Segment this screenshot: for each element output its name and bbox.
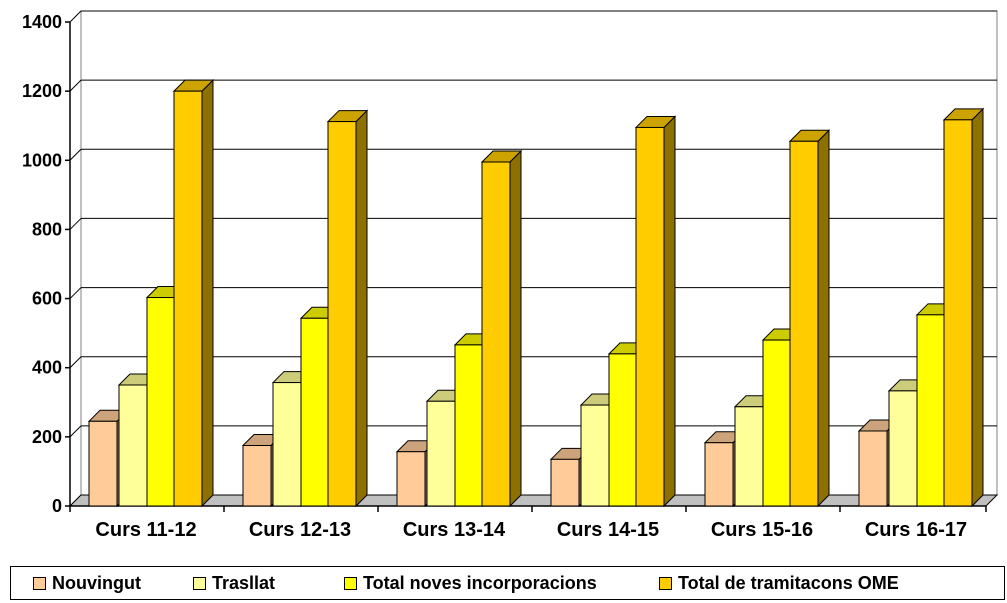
bar-front [888,390,918,507]
bar-front [481,161,511,507]
legend-label: Nouvingut [52,573,141,593]
bar [942,107,985,508]
bar-side [817,129,830,508]
bar-front [580,404,610,507]
legend-item: Total noves incorporacions [344,573,597,594]
legend-swatch [33,577,46,590]
legend-label: Total de tramitacons OME [678,573,899,593]
legend-label: Total noves incorporacions [363,573,597,593]
bar-front [704,442,734,507]
bar-front [550,458,580,507]
bar-front [916,314,946,507]
y-tick-label: 1200 [22,81,62,101]
y-tick-label: 0 [52,496,62,516]
y-tick-label: 600 [32,289,62,309]
y-tick-label: 1000 [22,150,62,170]
y-tick-label: 1400 [22,12,62,32]
bar-side [355,109,368,508]
bar [480,149,523,508]
bar-front [608,353,638,507]
y-tick-label: 200 [32,427,62,447]
bar [172,78,215,508]
x-tick-label: Curs 12-13 [249,519,351,541]
bar [634,115,677,508]
bar-front [88,420,118,507]
bar-front [396,451,426,507]
legend-swatch [344,577,357,590]
y-tick-label: 800 [32,219,62,239]
bar-front [272,382,302,507]
bar [549,447,592,508]
bar-front [635,126,665,507]
x-tick-label: Curs 13-14 [403,519,506,541]
x-tick-label: Curs 16-17 [865,519,967,541]
bar-front [300,317,330,507]
bar-front [118,384,148,507]
bar-front [943,119,973,507]
bar-front [454,344,484,507]
gridline-depth [69,287,82,299]
bar-side [201,78,214,508]
bar [788,129,831,508]
bar [326,109,369,508]
legend-label: Trasllat [212,573,276,593]
bar-side [509,149,522,508]
legend-swatch [659,577,672,590]
bar-front [858,430,888,507]
bar-side [971,107,984,508]
x-tick-label: Curs 14-15 [557,519,659,541]
bar-side [663,115,676,508]
bar-front [762,339,792,507]
legend-item: Trasllat [193,573,275,594]
bar-front [173,90,203,507]
bar-front [426,400,456,507]
bar-front [146,297,176,507]
gridline-depth [69,218,82,230]
gridline-depth [69,425,82,438]
y-tick-label: 400 [32,358,62,378]
plot-back-wall [80,10,998,496]
bar-chart: 0 200 400 600 800 1000 1200 1400 Curs 11-12 Curs … [22,10,999,541]
bar-front [327,121,357,507]
x-tick-label: Curs 15-16 [711,519,813,541]
legend-swatch [193,577,206,590]
x-tick-label: Curs 11-12 [95,519,196,541]
gridline-depth [69,148,82,161]
legend-item: Total de tramitacons OME [659,573,899,594]
gridline-depth [69,79,82,92]
legend-item: Nouvingut [33,573,141,594]
gridline-depth [69,10,82,23]
gridline-depth [69,356,82,369]
legend: Nouvingut Trasllat Total noves incorporaci… [10,566,1005,600]
bar-front [242,445,272,507]
bar-front [734,406,764,507]
bar-front [789,140,819,507]
